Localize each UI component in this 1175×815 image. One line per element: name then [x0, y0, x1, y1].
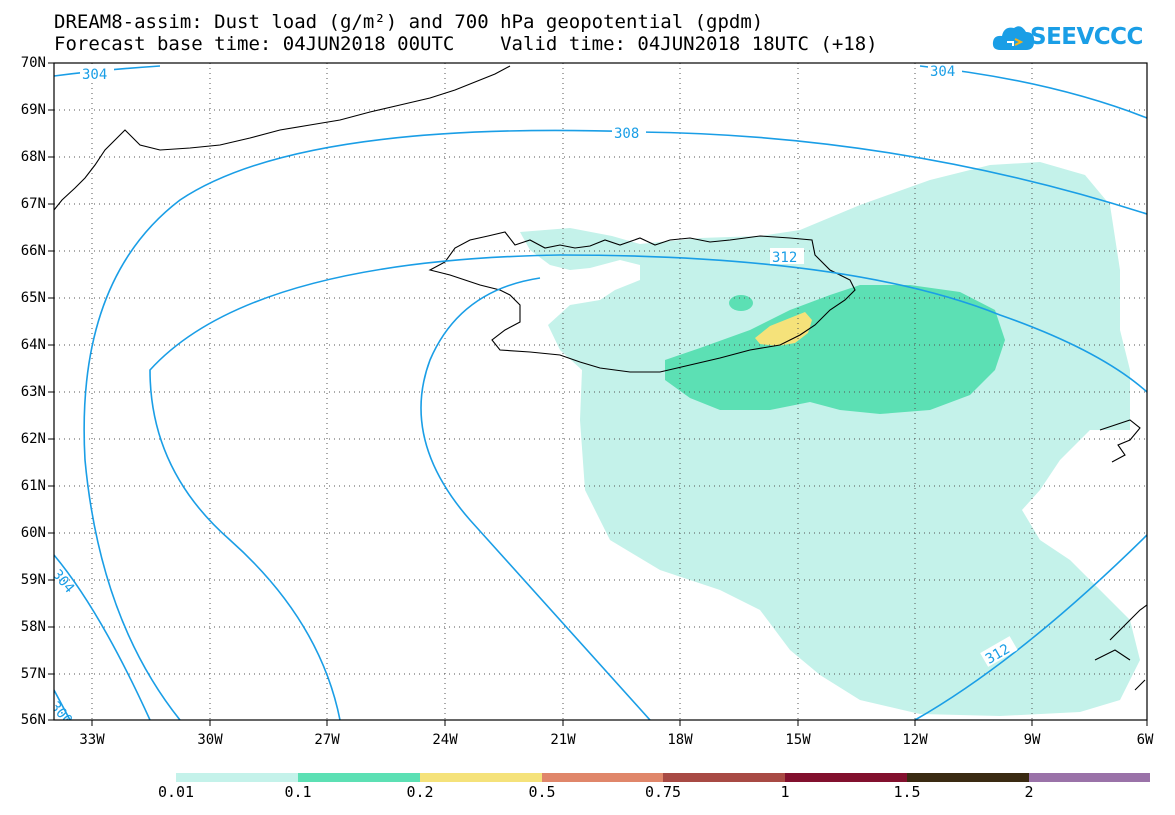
colorbar-label: 2 — [1024, 783, 1034, 801]
contour-312 — [149, 254, 1147, 720]
geopotential-contours — [54, 65, 1147, 720]
map-subtitle: Forecast base time: 04JUN2018 00UTC Vali… — [54, 33, 878, 55]
contour-labels: 304 304 308 312 312 304 300 — [54, 63, 1018, 720]
lat-label: 64N — [20, 337, 46, 353]
lat-label: 61N — [20, 478, 46, 494]
colorbar — [176, 773, 1150, 782]
contour-312-inner — [420, 277, 651, 720]
lon-label: 12W — [902, 732, 928, 748]
colorbar-label: 1 — [780, 783, 790, 801]
colorbar-swatch — [663, 773, 785, 782]
lon-label: 21W — [550, 732, 576, 748]
colorbar-swatch — [420, 773, 542, 782]
dust-area-medium — [729, 295, 753, 311]
lat-label: 63N — [20, 384, 46, 400]
lat-label: 66N — [20, 243, 46, 259]
lon-label: 30W — [197, 732, 223, 748]
colorbar-swatch — [542, 773, 663, 782]
lon-label: 9W — [1023, 732, 1041, 748]
colorbar-swatch — [785, 773, 907, 782]
colorbar-swatch — [298, 773, 420, 782]
colorbar-label: 1.5 — [893, 783, 921, 801]
lon-label: 18W — [667, 732, 693, 748]
colorbar-label: 0.1 — [284, 783, 312, 801]
cloud-icon — [992, 26, 1035, 50]
contour-300-sw — [54, 689, 71, 720]
contour-label: 304 — [930, 64, 955, 80]
map-title: DREAM8-assim: Dust load (g/m²) and 700 h… — [54, 11, 764, 33]
lat-label: 59N — [20, 572, 46, 588]
contour-label: 312 — [772, 250, 797, 266]
lon-label: 27W — [314, 732, 340, 748]
lat-label: 57N — [20, 666, 46, 682]
lat-label: 70N — [20, 55, 46, 71]
colorbar-label: 0.75 — [644, 783, 682, 801]
lon-label: 33W — [79, 732, 105, 748]
colorbar-label: 0.01 — [157, 783, 195, 801]
contour-304-sw — [54, 554, 151, 720]
lat-label: 56N — [20, 712, 46, 728]
contour-308 — [83, 129, 1147, 720]
lat-label: 62N — [20, 431, 46, 447]
lat-label: 65N — [20, 290, 46, 306]
lat-label: 67N — [20, 196, 46, 212]
dust-area-medium — [665, 285, 1005, 414]
dust-area-high — [755, 312, 812, 346]
graticule — [54, 63, 1147, 720]
logo-text: SEEVCCC — [1030, 24, 1143, 50]
lat-label: 58N — [20, 619, 46, 635]
colorbar-label: 0.2 — [406, 783, 434, 801]
lat-label: 68N — [20, 149, 46, 165]
colorbar-swatch — [1029, 773, 1150, 782]
colorbar-label: 0.5 — [528, 783, 556, 801]
contour-label: 304 — [82, 67, 107, 83]
coastline — [54, 65, 1147, 691]
contour-label: 308 — [614, 126, 639, 142]
colorbar-swatch — [176, 773, 298, 782]
lon-label: 6W — [1136, 732, 1154, 748]
lon-label: 15W — [785, 732, 811, 748]
lat-label: 69N — [20, 102, 46, 118]
contour-312-se — [914, 534, 1147, 720]
lon-label: 24W — [432, 732, 458, 748]
colorbar-swatch — [907, 773, 1029, 782]
axis-ticks — [48, 62, 1148, 726]
lat-label: 60N — [20, 525, 46, 541]
